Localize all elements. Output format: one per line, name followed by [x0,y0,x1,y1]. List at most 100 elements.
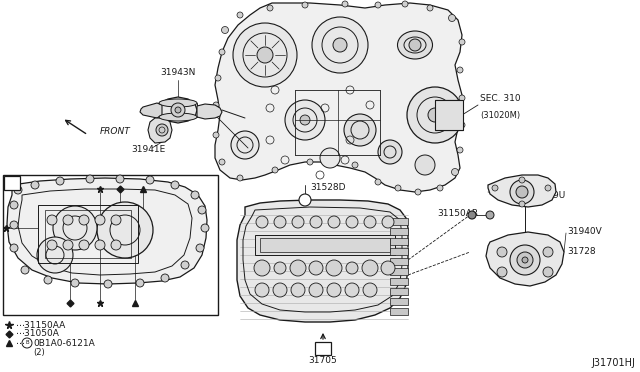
Circle shape [37,237,73,273]
Circle shape [201,224,209,232]
Circle shape [375,179,381,185]
Circle shape [328,216,340,228]
Circle shape [175,107,181,113]
Circle shape [273,283,287,297]
Circle shape [86,175,94,183]
Circle shape [171,181,179,189]
Circle shape [233,23,297,87]
Circle shape [213,132,219,138]
Circle shape [378,140,402,164]
Bar [45,210,131,258]
Circle shape [468,211,476,219]
Text: 31069U: 31069U [530,192,565,201]
Circle shape [156,124,168,136]
Bar [315,342,331,355]
Circle shape [31,181,39,189]
Circle shape [415,189,421,195]
Circle shape [221,26,228,33]
Circle shape [415,155,435,175]
Polygon shape [237,200,408,322]
Circle shape [457,147,463,153]
Circle shape [492,185,498,191]
Circle shape [10,244,18,252]
Circle shape [63,240,73,250]
Bar [390,308,408,315]
Polygon shape [7,178,207,284]
Circle shape [307,159,313,165]
Text: (31020M): (31020M) [480,111,520,120]
Circle shape [10,201,18,209]
Circle shape [510,180,534,204]
Circle shape [312,17,368,73]
Circle shape [79,240,89,250]
Circle shape [111,215,121,225]
Circle shape [71,279,79,287]
Bar [38,205,138,263]
Circle shape [333,38,347,52]
Circle shape [320,148,340,168]
Circle shape [352,162,358,168]
Circle shape [519,177,525,183]
Circle shape [254,260,270,276]
Circle shape [346,262,358,274]
Circle shape [274,216,286,228]
Circle shape [146,176,154,184]
Circle shape [510,245,540,275]
Bar [390,258,408,265]
Circle shape [47,240,57,250]
Circle shape [257,47,273,63]
Ellipse shape [159,99,197,107]
Circle shape [267,5,273,11]
Text: 31528D: 31528D [310,183,346,192]
Circle shape [309,283,323,297]
Circle shape [44,276,52,284]
Circle shape [292,216,304,228]
Circle shape [291,283,305,297]
Circle shape [402,1,408,7]
Circle shape [191,191,199,199]
Circle shape [63,215,73,225]
Text: FRONT: FRONT [100,128,131,137]
Circle shape [543,247,553,257]
Circle shape [161,274,169,282]
Circle shape [299,194,311,206]
Circle shape [437,185,443,191]
Text: A: A [319,343,327,353]
Circle shape [327,283,341,297]
Circle shape [362,260,378,276]
Text: 0B1A0-6121A: 0B1A0-6121A [33,339,95,347]
Text: 31943N: 31943N [160,68,196,77]
Ellipse shape [397,31,433,59]
Circle shape [486,211,494,219]
Circle shape [344,114,376,146]
Circle shape [407,87,463,143]
Circle shape [310,216,322,228]
Circle shape [215,75,221,81]
Circle shape [302,2,308,8]
Polygon shape [215,3,462,192]
Text: 31150AR: 31150AR [437,208,478,218]
Bar [390,228,408,235]
Circle shape [428,108,442,122]
Text: ⋯31150AA: ⋯31150AA [16,321,67,330]
Bar [255,235,395,255]
Circle shape [181,261,189,269]
Bar [390,238,408,245]
Circle shape [255,283,269,297]
Polygon shape [486,232,564,286]
Circle shape [53,206,97,250]
Bar [390,288,408,295]
Circle shape [10,221,18,229]
Text: 31941E: 31941E [131,145,165,154]
Circle shape [459,95,465,101]
Polygon shape [197,104,222,119]
Circle shape [56,177,64,185]
Text: J31701HJ: J31701HJ [591,358,635,368]
Bar [390,218,408,225]
Circle shape [516,186,528,198]
Circle shape [497,267,507,277]
Polygon shape [148,118,172,143]
Circle shape [274,262,286,274]
Circle shape [47,215,57,225]
Circle shape [213,102,219,108]
